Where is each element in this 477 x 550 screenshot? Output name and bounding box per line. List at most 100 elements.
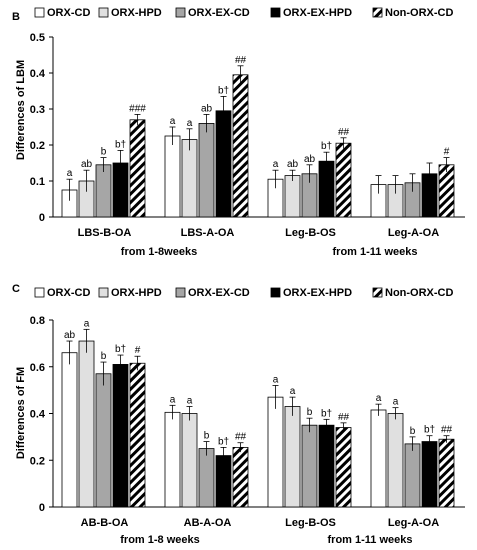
x-tick-label: Leg-A-OA	[388, 227, 439, 239]
bar	[232, 446, 249, 508]
y-axis-title: Differences of LBM	[15, 60, 27, 160]
significance-label: ab	[81, 159, 93, 170]
bar	[215, 110, 232, 218]
bar	[301, 424, 318, 508]
significance-label: ab	[201, 103, 213, 114]
significance-label: a	[376, 393, 382, 404]
significance-label: a	[187, 395, 193, 406]
legend-label: ORX-EX-CD	[188, 7, 250, 19]
significance-label: #	[444, 147, 450, 158]
bar	[438, 438, 455, 508]
significance-label: a	[273, 374, 279, 385]
legend-swatch	[175, 7, 186, 18]
significance-label: b†	[115, 139, 126, 150]
significance-label: ###	[129, 103, 146, 114]
legend-swatch	[270, 287, 281, 298]
bar	[129, 362, 146, 508]
legend-label: ORX-EX-HPD	[283, 287, 352, 299]
bar	[267, 396, 284, 508]
legend-swatch	[270, 7, 281, 18]
group-label: from 1-11 weeks	[328, 534, 413, 546]
x-tick-label: LBS-B-OA	[78, 227, 132, 239]
legend-label: ORX-HPD	[111, 7, 162, 19]
bar	[112, 364, 129, 508]
x-tick-label: Leg-B-OS	[285, 227, 336, 239]
significance-label: #	[135, 345, 141, 356]
group-label: from 1-8weeks	[121, 246, 197, 258]
group-label: from 1-8 weeks	[120, 534, 199, 546]
legend-swatch	[372, 287, 383, 298]
x-tick-label: Leg-B-OS	[285, 517, 336, 529]
significance-label: b†	[115, 344, 126, 355]
bar	[318, 424, 335, 508]
significance-label: ##	[441, 425, 453, 436]
bar	[335, 142, 352, 218]
bar	[198, 123, 215, 218]
significance-label: a	[393, 397, 399, 408]
y-tick-label: 0.4	[30, 409, 46, 421]
significance-label: ##	[338, 412, 350, 423]
legend-label: ORX-EX-CD	[188, 287, 250, 299]
significance-label: a	[67, 168, 73, 179]
legend-swatch	[34, 7, 45, 18]
legend-swatch	[34, 287, 45, 298]
significance-label: b†	[218, 85, 229, 96]
legend-swatch	[98, 7, 109, 18]
y-tick-label: 0	[39, 212, 45, 224]
y-tick-label: 0.2	[30, 140, 45, 152]
x-tick-label: Leg-A-OA	[388, 517, 439, 529]
bar	[61, 352, 78, 508]
x-tick-label: AB-A-OA	[184, 517, 232, 529]
y-tick-label: 0.8	[30, 315, 45, 327]
legend-label: ORX-HPD	[111, 287, 162, 299]
bar	[78, 340, 95, 508]
bar	[284, 406, 301, 508]
significance-label: b†	[218, 436, 229, 447]
significance-label: ##	[338, 127, 350, 138]
bar	[95, 373, 112, 508]
significance-label: b	[204, 431, 210, 442]
significance-label: b	[101, 147, 107, 158]
significance-label: ab	[64, 330, 76, 341]
y-tick-label: 0.3	[30, 104, 45, 116]
y-tick-label: 0	[39, 502, 45, 514]
y-tick-label: 0.4	[30, 68, 46, 80]
significance-label: b†	[321, 408, 332, 419]
bar	[164, 411, 181, 508]
x-tick-label: LBS-A-OA	[181, 227, 235, 239]
significance-label: a	[170, 116, 176, 127]
legend-label: ORX-EX-HPD	[283, 7, 352, 19]
legend-label: Non-ORX-CD	[385, 7, 453, 19]
bar	[95, 164, 112, 218]
significance-label: b	[101, 351, 107, 362]
y-tick-label: 0.1	[30, 176, 45, 188]
bar	[232, 74, 249, 218]
bar	[438, 164, 455, 218]
significance-label: a	[273, 159, 279, 170]
y-axis-title: Differences of FM	[15, 367, 27, 459]
bar	[370, 409, 387, 508]
panel-c: C ORX-CD ORX-HPD ORX-EX-CD ORX-EX-HPD Non-OR…	[12, 283, 465, 546]
significance-label: b†	[424, 425, 435, 436]
significance-label: a	[290, 386, 296, 397]
bar	[181, 139, 198, 218]
y-tick-label: 0.2	[30, 455, 45, 467]
bar	[164, 135, 181, 218]
group-label: from 1-11 weeks	[333, 246, 418, 258]
panel-label: C	[12, 283, 20, 295]
significance-label: b	[307, 407, 313, 418]
significance-label: b†	[321, 141, 332, 152]
bar	[198, 448, 215, 508]
legend-swatch	[372, 7, 383, 18]
significance-label: ##	[235, 55, 247, 66]
panel-b: B ORX-CD ORX-HPD ORX-EX-CD ORX-EX-HPD Non-OR…	[12, 7, 465, 258]
bar	[335, 427, 352, 508]
bar	[421, 441, 438, 508]
bar	[129, 119, 146, 218]
legend-label: Non-ORX-CD	[385, 287, 453, 299]
significance-label: a	[187, 118, 193, 129]
bar	[181, 413, 198, 508]
